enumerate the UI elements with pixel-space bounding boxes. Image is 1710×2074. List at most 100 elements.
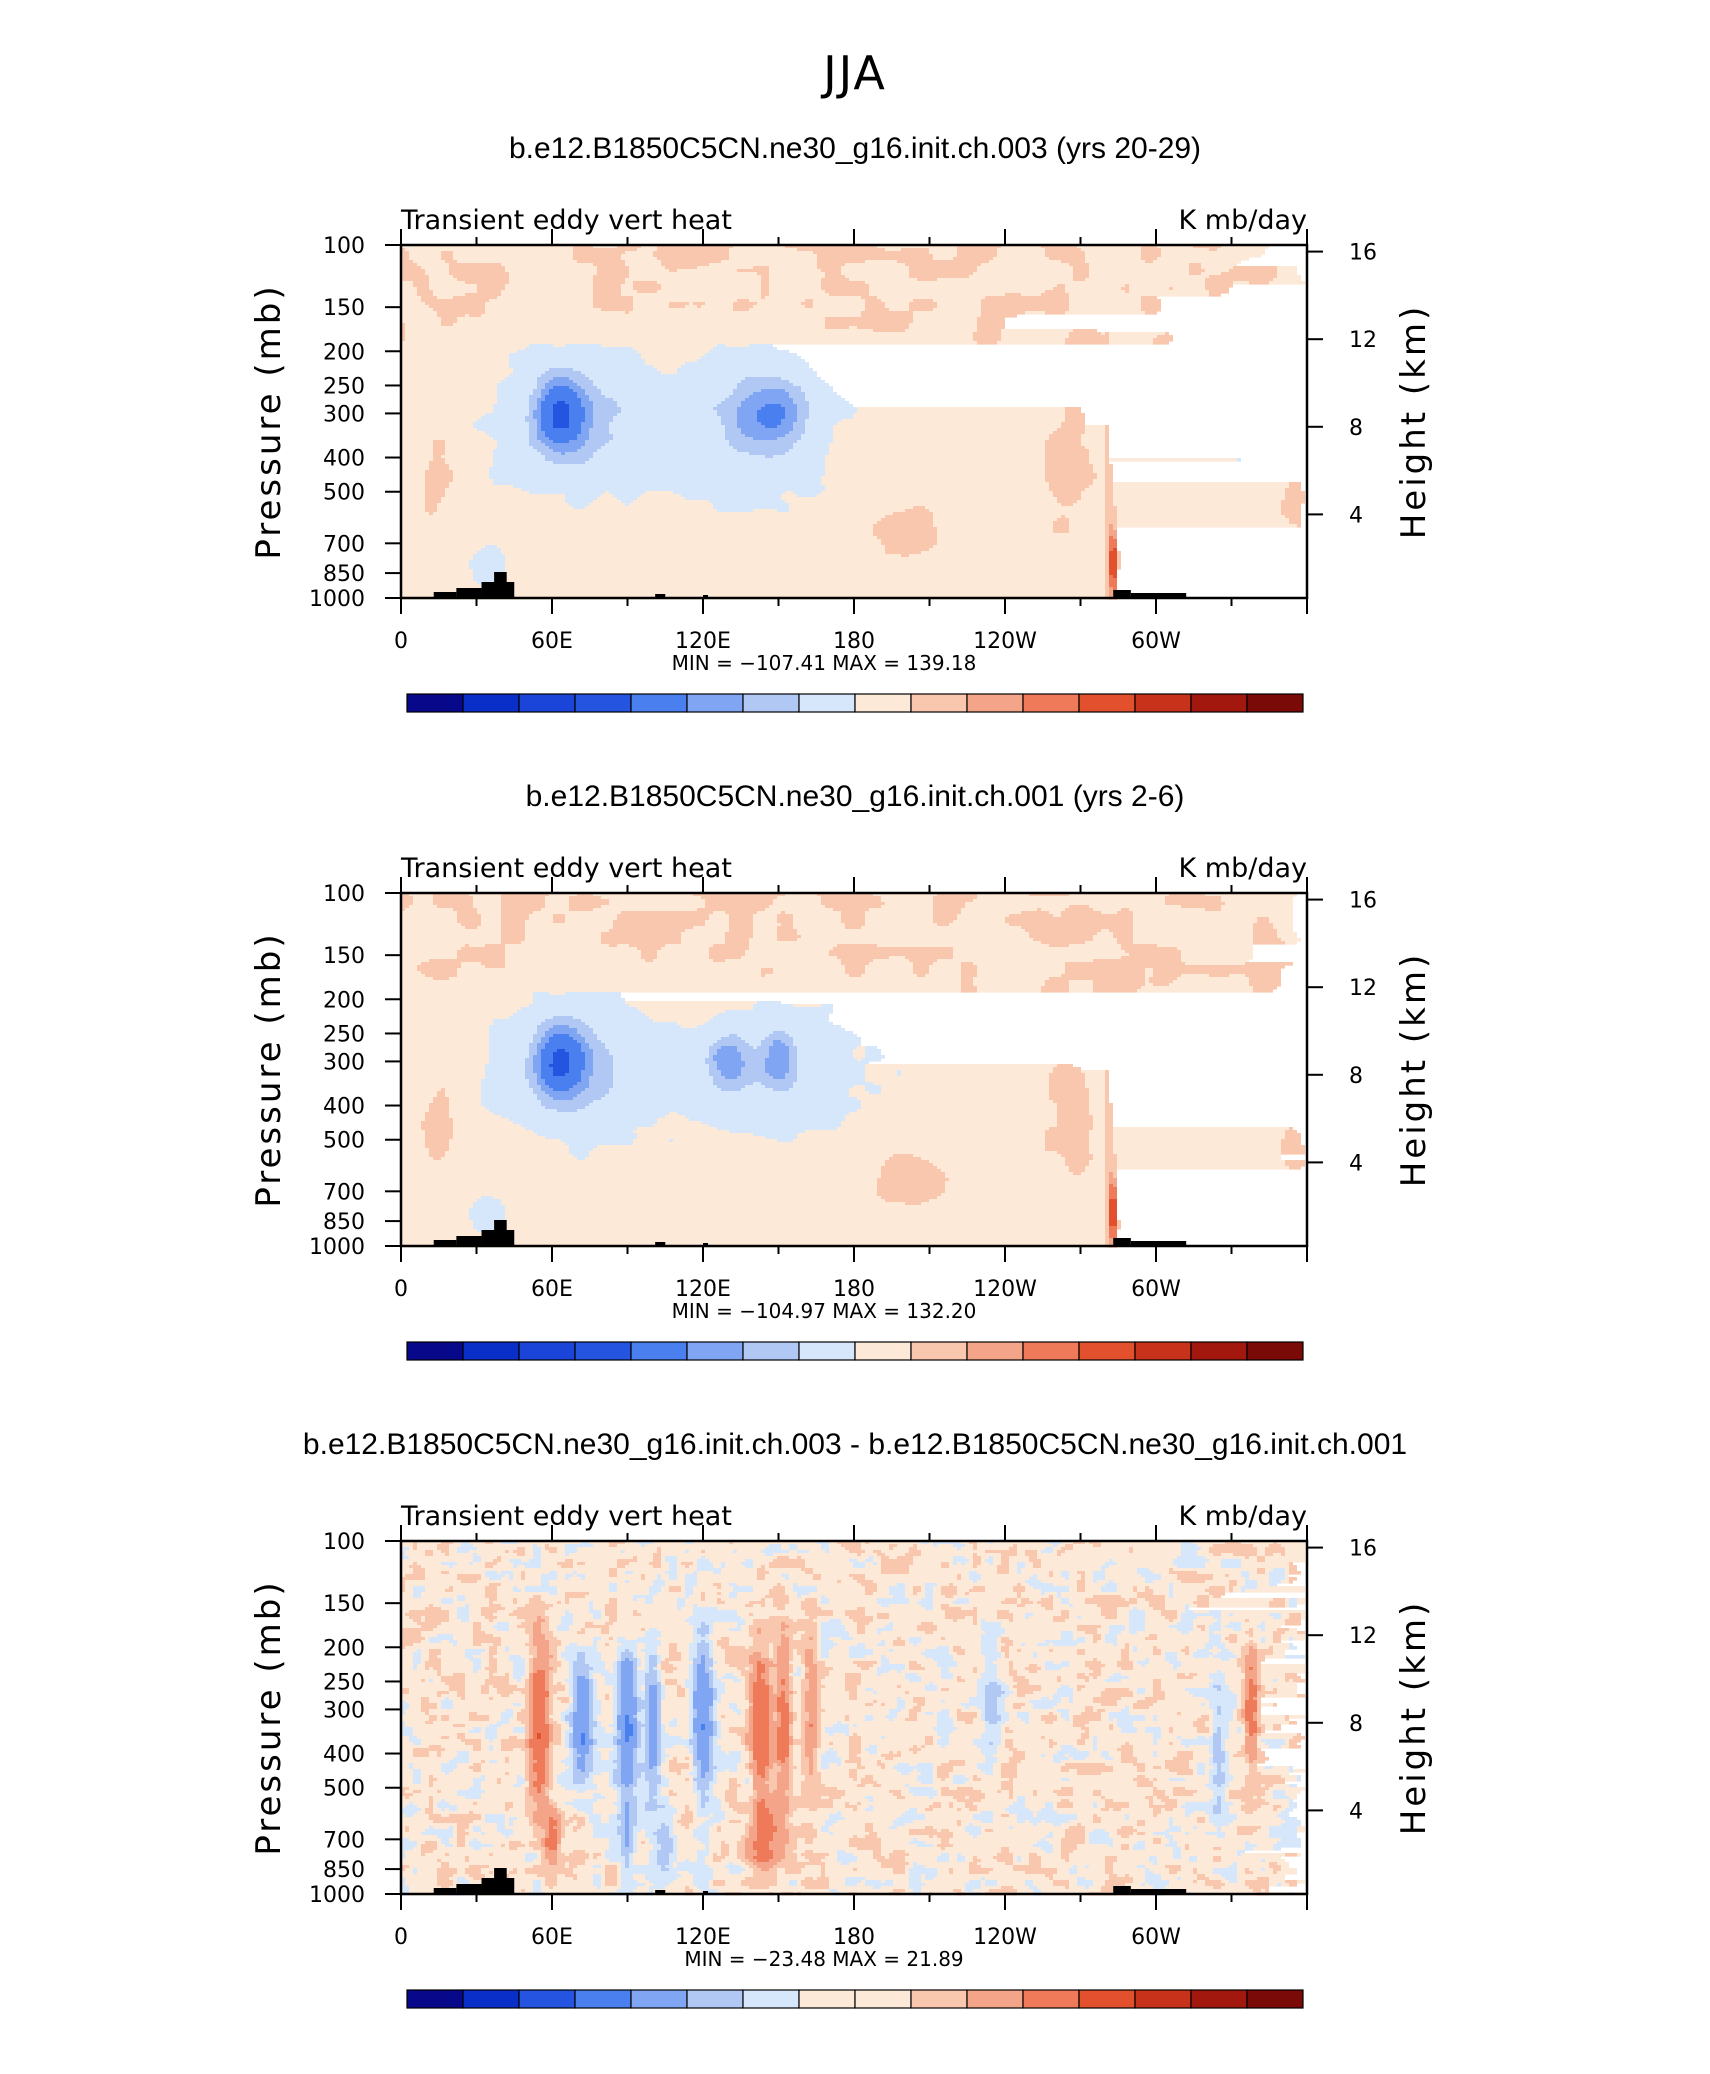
heatmap-cell (941, 1586, 957, 1590)
heatmap-cell (401, 245, 573, 249)
heatmap-cell (749, 1634, 781, 1638)
heatmap-cell (453, 1643, 457, 1647)
heatmap-cell (449, 263, 501, 267)
heatmap-cell (753, 932, 777, 936)
heatmap-cell (581, 401, 593, 405)
heatmap-cell (553, 407, 569, 411)
heatmap-cell (401, 419, 477, 423)
heatmap-cell (1189, 272, 1201, 276)
heatmap-cell (717, 413, 737, 417)
heatmap-cell (925, 1583, 937, 1587)
heatmap-cell (453, 476, 489, 480)
heatmap-cell (593, 1052, 609, 1056)
colorbar-box (574, 1341, 632, 1361)
heatmap-cell (1057, 1112, 1089, 1116)
heatmap-cell (401, 566, 469, 570)
heatmap-cell (545, 443, 585, 447)
heatmap-cell (545, 1613, 565, 1617)
heatmap-cell (997, 251, 1045, 255)
heatmap-cell (1081, 434, 1105, 438)
heatmap-cell (893, 1547, 909, 1551)
heatmap-cell (401, 1238, 1105, 1242)
heatmap-cell (657, 368, 677, 372)
heatmap-cell (433, 443, 445, 447)
heatmap-cell (481, 548, 501, 552)
heatmap-cell (525, 347, 633, 351)
heatmap-cell (589, 1610, 601, 1614)
heatmap-cell (433, 512, 893, 516)
heatmap-cell (709, 1049, 717, 1053)
heatmap-cell (429, 1658, 441, 1662)
heatmap-cell (997, 1649, 1001, 1653)
heatmap-cell (401, 1196, 481, 1200)
heatmap-cell (557, 1547, 565, 1551)
heatmap-cell (1297, 524, 1301, 528)
heatmap-cell (1129, 287, 1169, 291)
heatmap-cell (545, 1601, 557, 1605)
heatmap-cell (749, 1043, 761, 1047)
heatmap-cell (657, 1655, 661, 1659)
heatmap-cell (713, 1643, 717, 1647)
heatmap-cell (401, 281, 413, 285)
heatmap-cell (745, 1646, 749, 1650)
heatmap-cell (977, 317, 1005, 321)
heatmap-cell (1029, 932, 1097, 936)
heatmap-cell (753, 1637, 781, 1641)
heatmap-cell (981, 1652, 1001, 1656)
heatmap-cell (661, 260, 721, 264)
heatmap-cell (1025, 1586, 1033, 1590)
heatmap-cell (1093, 1580, 1097, 1584)
heatmap-cell (633, 1613, 641, 1617)
heatmap-cell (1257, 1547, 1265, 1551)
heatmap-cell (1249, 1619, 1285, 1623)
heatmap-cell (525, 1553, 533, 1557)
heatmap-cell (661, 1553, 765, 1557)
heatmap-cell (1093, 1544, 1101, 1548)
heatmap-cell (529, 428, 537, 432)
heatmap-cell (1221, 1619, 1245, 1623)
heatmap-cell (425, 1664, 441, 1668)
heatmap-cell (841, 1580, 857, 1584)
heatmap-cell (921, 1622, 933, 1626)
heatmap-cell (549, 1592, 557, 1596)
heatmap-cell (557, 1562, 573, 1566)
heatmap-cell (449, 1571, 485, 1575)
heatmap-cell (1061, 260, 1085, 264)
heatmap-cell (809, 404, 853, 408)
heatmap-cell (601, 1655, 617, 1659)
heatmap-cell (965, 1652, 981, 1656)
heatmap-cell (657, 950, 709, 954)
colorbar-box (518, 1341, 576, 1361)
heatmap-cell (961, 974, 977, 978)
heatmap-cell (529, 344, 553, 348)
height-tick-label: 8 (1349, 416, 1363, 441)
heatmap-cell (401, 1553, 405, 1557)
panel-3-chart: Transient eddy vert heat K mb/day10015020… (249, 1501, 1434, 2016)
heatmap-cell (869, 290, 1045, 294)
heatmap-cell (533, 416, 541, 420)
heatmap-cell (441, 1601, 453, 1605)
heatmap-cell (1001, 1622, 1129, 1626)
heatmap-cell (997, 1616, 1013, 1620)
heatmap-cell (821, 1646, 833, 1650)
heatmap-cell (1105, 458, 1109, 462)
heatmap-cell (481, 1622, 497, 1626)
heatmap-cell (637, 1556, 653, 1560)
heatmap-cell (569, 1052, 585, 1056)
heatmap-cell (1005, 1598, 1017, 1602)
heatmap-cell (425, 506, 437, 510)
heatmap-cell (1141, 296, 1157, 300)
heatmap-cell (525, 1589, 557, 1593)
heatmap-cell (633, 1610, 637, 1614)
heatmap-cell (1165, 902, 1225, 906)
heatmap-cell (961, 1541, 969, 1545)
heatmap-cell (485, 1067, 525, 1071)
heatmap-cell (601, 494, 613, 498)
heatmap-cell (1109, 341, 1153, 345)
heatmap-cell (401, 1592, 413, 1596)
heatmap-cell (797, 932, 1029, 936)
heatmap-cell (401, 263, 417, 267)
heatmap-cell (653, 365, 681, 369)
heatmap-cell (785, 1604, 801, 1608)
heatmap-cell (1281, 506, 1301, 510)
